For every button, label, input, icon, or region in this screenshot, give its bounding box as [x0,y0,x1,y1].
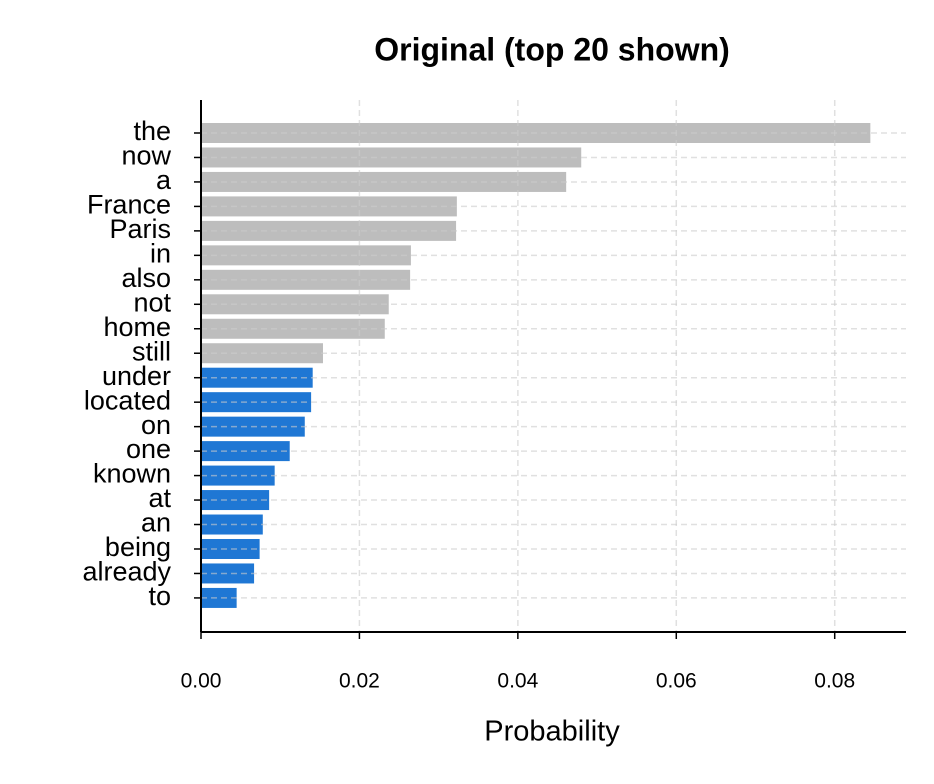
x-tick-label: 0.02 [339,670,380,693]
y-tick-label: Paris [109,214,171,244]
x-tick-label: 0.06 [656,670,697,693]
y-tick-label: also [121,263,171,293]
y-tick-label: under [102,361,171,391]
y-tick-label: located [84,385,171,415]
x-tick-label: 0.04 [497,670,538,693]
bar [201,196,457,217]
y-tick-label: in [150,238,171,268]
bar [201,465,275,486]
bar [201,220,457,241]
bar [201,563,255,584]
y-tick-label: not [133,287,171,317]
bar [201,587,237,608]
y-tick-label: at [148,483,171,513]
y-tick-label: the [133,116,171,146]
y-tick-label: a [156,165,172,195]
y-tick-label: an [141,508,171,538]
x-axis-label: Probability [484,716,620,748]
y-tick-label: home [103,312,171,342]
y-tick-label: known [93,459,171,489]
y-tick-label: already [82,557,171,587]
x-tick-label: 0.00 [181,670,222,693]
y-tick-label: to [148,581,171,611]
y-tick-label: still [132,336,171,366]
y-tick-label: one [126,434,171,464]
y-tick-label: on [141,410,171,440]
y-tick-label: being [105,532,171,562]
y-tick-label: France [87,190,171,220]
bar [201,538,260,559]
x-tick-label: 0.08 [814,670,855,693]
y-tick-label: now [121,141,171,171]
chart-title: Original (top 20 shown) [374,31,730,67]
